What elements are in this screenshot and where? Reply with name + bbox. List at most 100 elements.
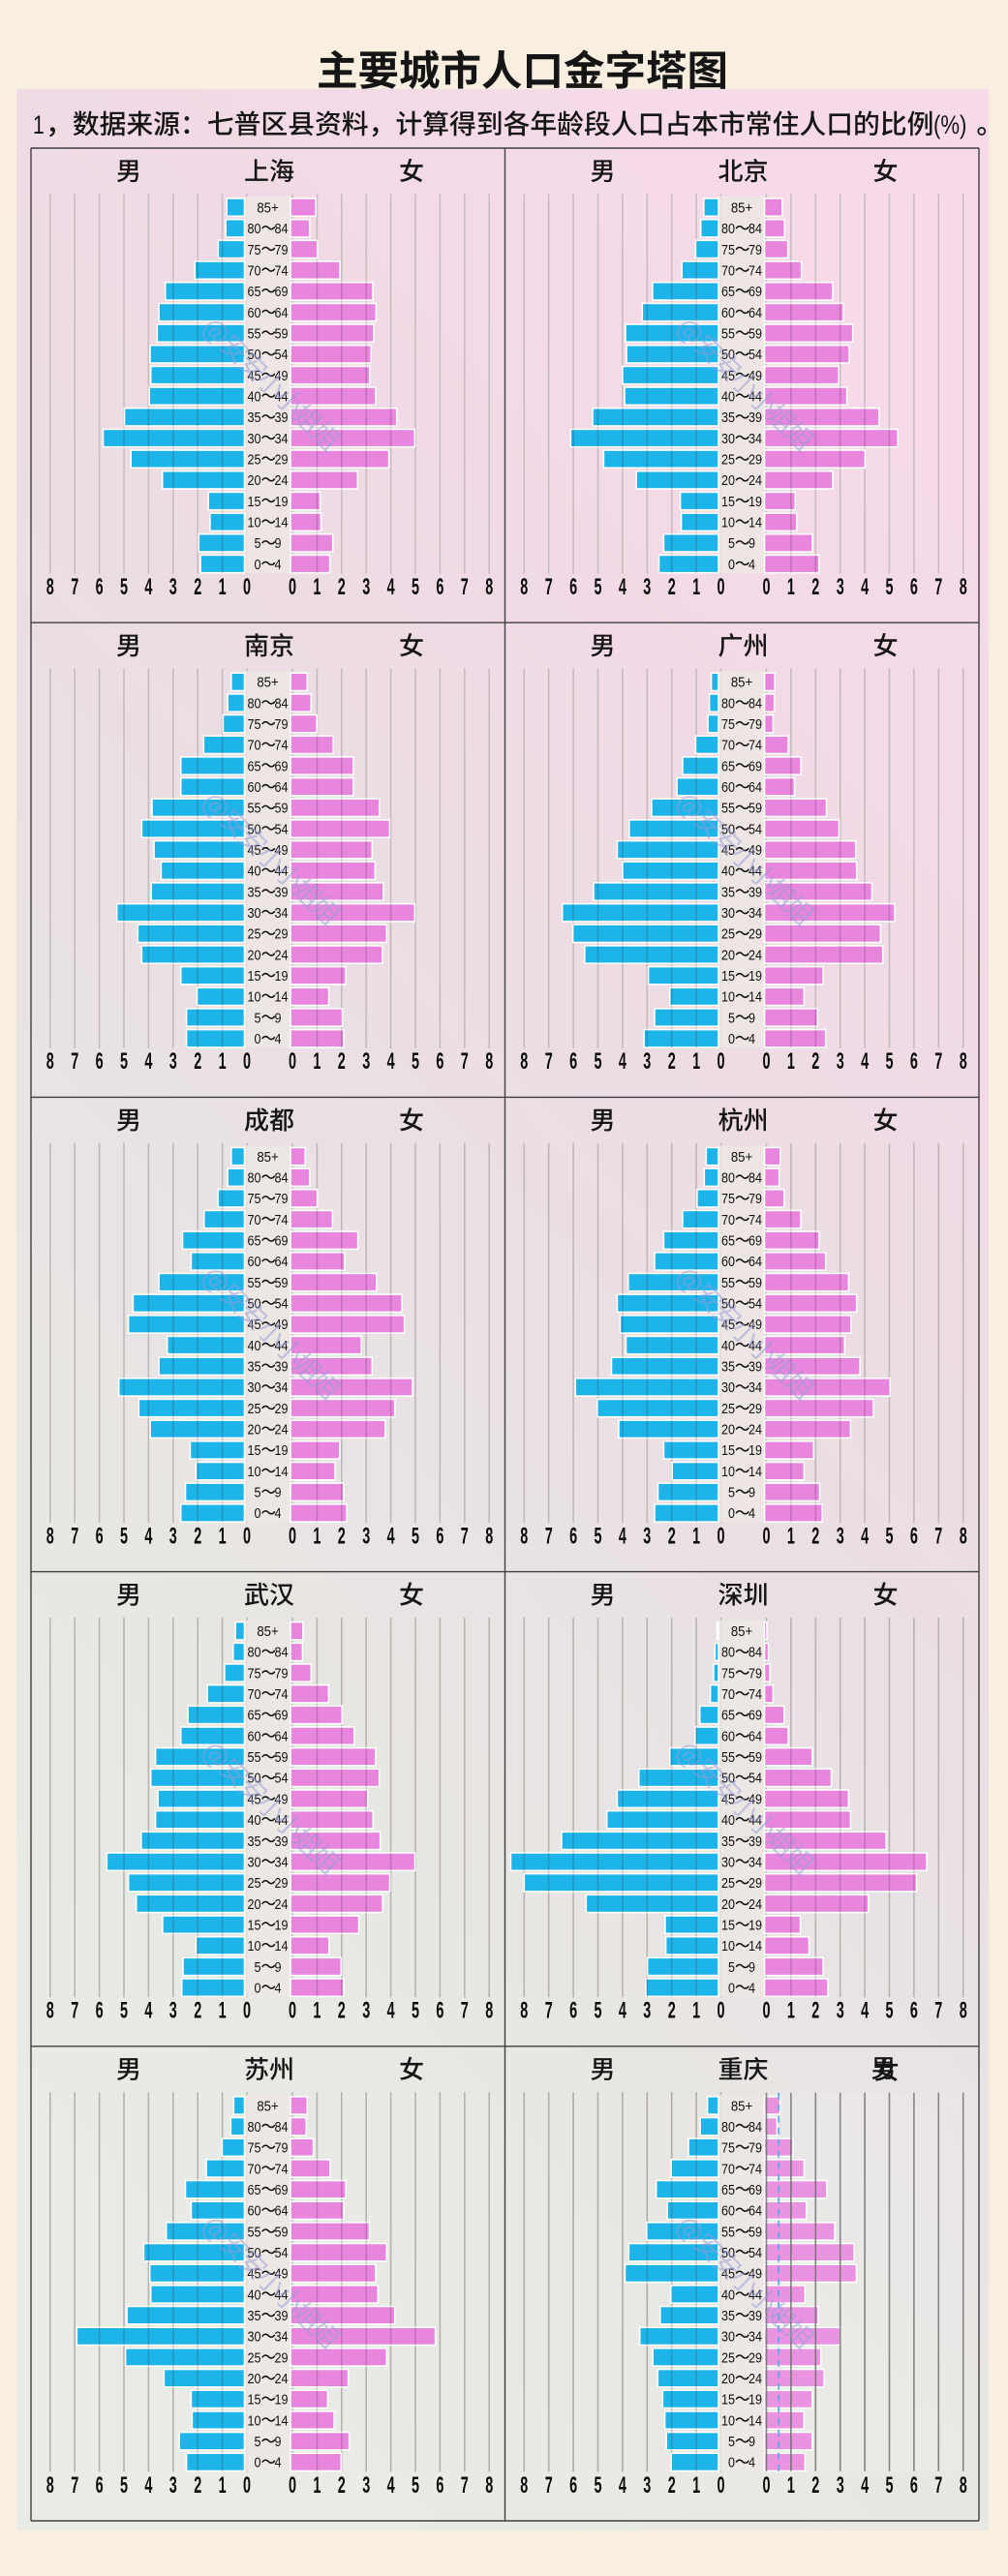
svg-text:30: 30 xyxy=(721,430,735,446)
svg-text:20: 20 xyxy=(721,1895,735,1912)
svg-text:(%): (%) xyxy=(933,111,966,140)
svg-text:49: 49 xyxy=(275,841,289,858)
svg-text:4: 4 xyxy=(748,1030,755,1046)
svg-text:20: 20 xyxy=(247,946,260,962)
svg-text:2: 2 xyxy=(338,1524,346,1550)
svg-text:85+: 85+ xyxy=(731,1148,752,1165)
svg-text:4: 4 xyxy=(619,1524,626,1550)
svg-text:24: 24 xyxy=(275,1421,289,1438)
svg-text:8: 8 xyxy=(46,574,54,600)
svg-text:20: 20 xyxy=(247,1895,260,1912)
svg-text:75: 75 xyxy=(247,1664,260,1681)
svg-text:69: 69 xyxy=(748,1707,762,1723)
svg-text:6: 6 xyxy=(436,1998,443,2024)
svg-text:3: 3 xyxy=(169,1524,177,1550)
svg-text:4: 4 xyxy=(275,2454,282,2470)
svg-text:3: 3 xyxy=(169,574,177,600)
svg-text:3: 3 xyxy=(643,2472,651,2499)
svg-text:3: 3 xyxy=(837,574,844,600)
svg-text:39: 39 xyxy=(748,2307,762,2323)
svg-text:0: 0 xyxy=(254,556,260,572)
svg-text:55: 55 xyxy=(721,1748,735,1765)
svg-text:7: 7 xyxy=(461,2472,469,2499)
svg-text:70: 70 xyxy=(247,1211,260,1227)
svg-text:60: 60 xyxy=(721,1253,735,1269)
svg-text:30: 30 xyxy=(247,1379,260,1395)
svg-text:4: 4 xyxy=(387,2472,395,2499)
svg-text:3: 3 xyxy=(169,2472,177,2499)
svg-text:15: 15 xyxy=(247,1916,260,1932)
svg-text:85+: 85+ xyxy=(731,1622,752,1639)
svg-text:79: 79 xyxy=(748,1190,762,1206)
svg-text:4: 4 xyxy=(144,2472,152,2499)
svg-text:64: 64 xyxy=(275,2202,289,2219)
svg-text:55: 55 xyxy=(247,800,260,816)
svg-text:1: 1 xyxy=(692,1524,700,1550)
svg-text:59: 59 xyxy=(275,800,289,816)
svg-text:19: 19 xyxy=(275,1916,289,1932)
svg-text:8: 8 xyxy=(485,1998,493,2024)
svg-text:34: 34 xyxy=(275,2328,289,2345)
svg-text:65: 65 xyxy=(721,757,735,773)
svg-text:59: 59 xyxy=(275,1748,289,1765)
svg-text:9: 9 xyxy=(275,534,282,551)
svg-text:25: 25 xyxy=(721,1874,735,1891)
svg-text:84: 84 xyxy=(275,694,289,711)
svg-text:14: 14 xyxy=(748,1463,762,1479)
svg-text:7: 7 xyxy=(71,1524,78,1550)
svg-text:30: 30 xyxy=(247,1853,260,1869)
svg-text:74: 74 xyxy=(748,737,762,753)
svg-text:39: 39 xyxy=(748,883,762,899)
svg-text:60: 60 xyxy=(721,2202,735,2219)
svg-text:65: 65 xyxy=(247,1231,260,1248)
svg-text:0: 0 xyxy=(243,1998,251,2024)
svg-text:55: 55 xyxy=(721,1274,735,1290)
svg-text:49: 49 xyxy=(748,367,762,383)
svg-text:5: 5 xyxy=(412,1998,419,2024)
svg-text:14: 14 xyxy=(748,2411,762,2428)
svg-text:7: 7 xyxy=(545,574,553,600)
svg-text:55: 55 xyxy=(247,324,260,341)
svg-text:80: 80 xyxy=(721,2118,735,2135)
svg-text:59: 59 xyxy=(748,800,762,816)
svg-text:19: 19 xyxy=(748,1441,762,1458)
svg-text:34: 34 xyxy=(748,2328,762,2345)
svg-text:30: 30 xyxy=(247,430,260,446)
svg-text:5: 5 xyxy=(254,1958,260,1975)
svg-text:14: 14 xyxy=(275,513,289,530)
svg-text:1: 1 xyxy=(787,2472,795,2499)
svg-text:74: 74 xyxy=(748,261,762,278)
svg-text:5: 5 xyxy=(254,1009,260,1025)
svg-text:6: 6 xyxy=(96,1049,104,1076)
svg-text:40: 40 xyxy=(247,387,260,404)
svg-text:29: 29 xyxy=(748,1400,762,1416)
svg-text:54: 54 xyxy=(275,1770,289,1786)
svg-text:1: 1 xyxy=(787,1524,795,1550)
svg-text:5: 5 xyxy=(594,1998,601,2024)
svg-text:3: 3 xyxy=(362,1049,370,1076)
svg-text:15: 15 xyxy=(247,967,260,984)
svg-text:0: 0 xyxy=(762,1049,770,1076)
svg-text:3: 3 xyxy=(643,574,651,600)
svg-text:0: 0 xyxy=(762,1998,770,2024)
svg-text:10: 10 xyxy=(247,2411,260,2428)
svg-text:84: 84 xyxy=(275,1644,289,1660)
svg-text:75: 75 xyxy=(247,1190,260,1206)
svg-text:64: 64 xyxy=(748,778,762,795)
svg-text:3: 3 xyxy=(362,1998,370,2024)
svg-text:14: 14 xyxy=(275,1463,289,1479)
svg-text:6: 6 xyxy=(569,2472,577,2499)
svg-text:9: 9 xyxy=(748,534,755,551)
svg-text:79: 79 xyxy=(748,715,762,732)
svg-text:8: 8 xyxy=(46,1998,54,2024)
svg-text:4: 4 xyxy=(275,1504,282,1521)
svg-text:74: 74 xyxy=(748,1685,762,1702)
svg-text:6: 6 xyxy=(569,1998,577,2024)
svg-text:4: 4 xyxy=(748,2454,755,2470)
svg-text:19: 19 xyxy=(748,493,762,509)
svg-text:60: 60 xyxy=(247,1253,260,1269)
svg-text:10: 10 xyxy=(721,2411,735,2428)
svg-text:1: 1 xyxy=(313,574,321,600)
svg-text:60: 60 xyxy=(721,304,735,320)
svg-text:6: 6 xyxy=(910,574,918,600)
